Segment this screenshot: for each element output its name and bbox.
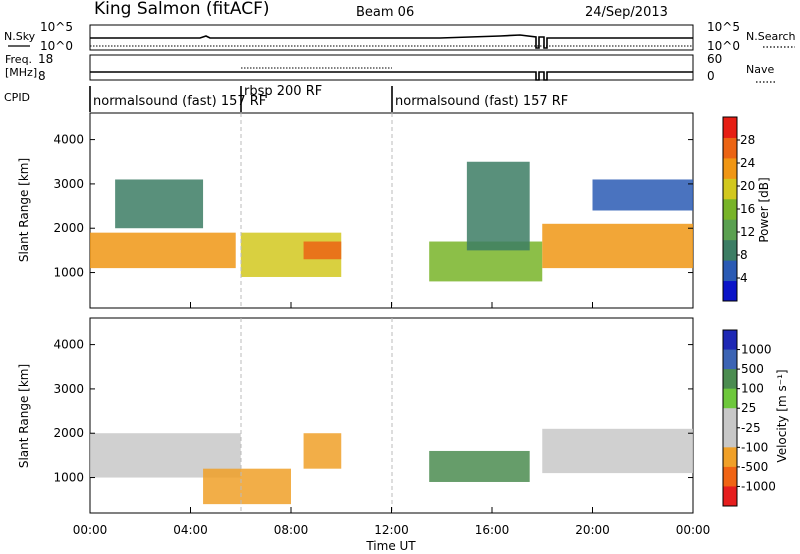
velocity-colorbar-label: Velocity [m s⁻¹]	[775, 369, 789, 462]
power-colorbar-swatch	[723, 178, 737, 200]
velocity-ytick-1000: 1000	[53, 471, 84, 485]
freq-label-1: Freq.	[5, 53, 32, 66]
freq-label-2: [MHz]	[5, 66, 37, 79]
nave-label: Nave	[746, 63, 774, 76]
cpid-segment-3: normalsound (fast) 157 RF	[395, 94, 568, 109]
power-colorbar-tick-24: 24	[740, 156, 755, 170]
xaxis-tick-label: 20:00	[575, 523, 610, 537]
power-ylabel: Slant Range [km]	[17, 158, 31, 262]
velocity-colorbar-swatch	[723, 486, 737, 507]
freq-panel-frame	[89, 54, 694, 81]
velocity-colorbar-tick: 500	[741, 362, 764, 376]
xaxis-tick-label: 00:00	[676, 523, 711, 537]
date-title: 24/Sep/2013	[585, 5, 668, 20]
power-echo-region	[542, 223, 693, 269]
freq-line	[90, 71, 693, 81]
velocity-echo-layer	[90, 428, 693, 505]
velocity-colorbar-tick: 1000	[741, 343, 772, 357]
velocity-colorbar-tick: -100	[741, 440, 768, 454]
power-colorbar-label: Power [dB]	[757, 177, 771, 242]
nsearch-ytick-bottom: 10^0	[707, 39, 740, 53]
velocity-colorbar-tick: -25	[741, 421, 761, 435]
velocity-colorbar-swatch	[723, 388, 737, 409]
xaxis-tick-label: 12:00	[374, 523, 409, 537]
velocity-colorbar-tick: 100	[741, 382, 764, 396]
station-title: King Salmon (fitACF)	[94, 0, 270, 19]
power-colorbar-swatch	[723, 239, 737, 261]
xaxis-tick-label: 04:00	[173, 523, 208, 537]
beam-title: Beam 06	[356, 5, 414, 20]
nsky-label: N.Sky	[4, 30, 36, 43]
nsearch-label: N.Search	[746, 30, 796, 43]
power-echo-layer	[90, 161, 693, 282]
nsky-line	[90, 34, 693, 49]
velocity-ylabel: Slant Range [km]	[17, 364, 31, 468]
velocity-colorbar-swatch	[723, 369, 737, 390]
velocity-echo-region	[203, 468, 291, 505]
velocity-colorbar-swatch	[723, 330, 737, 351]
power-colorbar-swatch	[723, 280, 737, 302]
xaxis-label: Time UT	[365, 539, 416, 553]
power-colorbar-swatch	[723, 260, 737, 282]
cpid-segment-1: normalsound (fast) 157 RF	[93, 94, 266, 109]
velocity-colorbar-swatch	[723, 427, 737, 448]
power-colorbar-swatch	[723, 198, 737, 220]
velocity-ytick-4000: 4000	[53, 338, 84, 352]
power-echo-region	[466, 161, 530, 251]
nsky-ytick-top: 10^5	[40, 20, 73, 34]
power-colorbar-swatch	[723, 219, 737, 241]
nave-ytick-bottom: 0	[707, 69, 715, 83]
cpid-label: CPID	[4, 91, 30, 104]
power-echo-region	[303, 241, 342, 260]
velocity-echo-region	[542, 428, 693, 474]
velocity-ytick-3000: 3000	[53, 382, 84, 396]
power-colorbar-tick-12: 12	[740, 225, 755, 239]
power-ytick-3000: 3000	[53, 177, 84, 191]
power-ytick-1000: 1000	[53, 266, 84, 280]
power-ytick-4000: 4000	[53, 133, 84, 147]
power-echo-region	[115, 179, 204, 229]
power-colorbar-tick-4: 4	[740, 271, 748, 285]
velocity-echo-region	[303, 433, 342, 469]
xaxis-tick-label: 16:00	[475, 523, 510, 537]
xaxis-tick-label: 08:00	[274, 523, 309, 537]
velocity-colorbar-tick: -500	[741, 460, 768, 474]
velocity-echo-region	[429, 450, 530, 482]
nave-ytick-top: 60	[707, 52, 722, 66]
power-echo-region	[592, 179, 693, 211]
velocity-colorbar-tick: 25	[741, 401, 756, 415]
velocity-colorbar-swatch	[723, 408, 737, 429]
nsearch-ytick-top: 10^5	[707, 20, 740, 34]
power-colorbar-swatch	[723, 117, 737, 138]
xaxis-tick-label: 00:00	[73, 523, 108, 537]
freq-ytick-bottom: 8	[38, 69, 46, 83]
velocity-colorbar-tick: -1000	[741, 479, 776, 493]
power-colorbar-swatch	[723, 157, 737, 179]
power-colorbar-tick-28: 28	[740, 133, 755, 147]
velocity-colorbar-swatch	[723, 466, 737, 487]
power-ytick-2000: 2000	[53, 221, 84, 235]
power-echo-region	[90, 232, 236, 269]
cpid-segment-2: rbsp 200 RF	[244, 84, 322, 99]
velocity-ytick-2000: 2000	[53, 426, 84, 440]
nsky-ytick-bottom: 10^0	[40, 39, 73, 53]
freq-ytick-top: 18	[38, 52, 53, 66]
power-colorbar-tick-8: 8	[740, 248, 748, 262]
velocity-colorbar-swatch	[723, 349, 737, 370]
power-colorbar-swatch	[723, 137, 737, 159]
power-colorbar-tick-16: 16	[740, 202, 755, 216]
velocity-colorbar-swatch	[723, 447, 737, 468]
power-colorbar-tick-20: 20	[740, 179, 755, 193]
